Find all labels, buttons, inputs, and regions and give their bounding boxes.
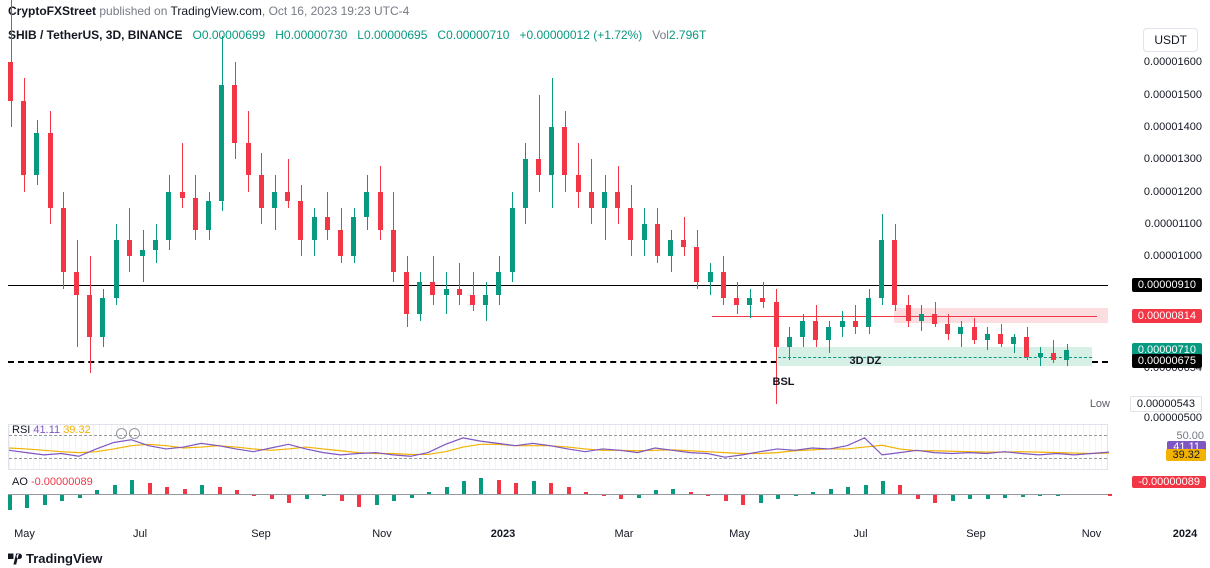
y-tick-label: 0.00001600 (1144, 56, 1202, 68)
price-tag: 0.00000814 (1132, 309, 1202, 323)
x-tick-label: Jul (853, 528, 867, 540)
x-tick-label: May (14, 528, 35, 540)
annotation-dz: 3D DZ (850, 355, 882, 367)
ao-label: AO -0.00000089 (12, 476, 93, 488)
x-tick-label: 2023 (491, 528, 515, 540)
y-tick-label: 0.00001500 (1144, 89, 1202, 101)
y-tick-label: 0.00001000 (1144, 250, 1202, 262)
rsi-label: RSI 41.11 39.32 (12, 424, 91, 436)
price-tag: 0.00000675 (1132, 354, 1202, 368)
x-tick-label: Mar (615, 528, 634, 540)
x-tick-label: Nov (1082, 528, 1102, 540)
pub-pre: published on (96, 4, 171, 18)
x-tick-label: Jul (133, 528, 147, 540)
pub-site: TradingView.com (171, 4, 262, 18)
price-chart[interactable]: 3D DZ BSL (8, 46, 1108, 418)
ao-panel[interactable] (8, 474, 1108, 514)
x-tick-label: Nov (372, 528, 392, 540)
publish-header: CryptoFXStreet published on TradingView.… (8, 4, 409, 18)
low-label: Low (1090, 398, 1110, 410)
tradingview-logo[interactable]: TradingView (8, 551, 102, 566)
pub-date: , Oct 16, 2023 19:23 UTC-4 (262, 4, 409, 18)
change-pct: +0.00000012 (+1.72%) (519, 28, 642, 42)
y-tick-label: 0.00001200 (1144, 186, 1202, 198)
y-tick-label: 0.00000500 (1144, 412, 1202, 424)
chart-legend: SHIB / TetherUS, 3D, BINANCE O0.00000699… (8, 28, 706, 42)
time-axis[interactable]: MayJulSepNov2023MarMayJulSepNov2024 (8, 522, 1108, 540)
price-tag: 0.00000543 (1130, 396, 1202, 412)
publisher: CryptoFXStreet (8, 4, 96, 18)
annotation-bsl: BSL (773, 376, 795, 388)
ao-value-badge: -0.00000089 (1132, 476, 1206, 488)
rsi-badge: 39.32 (1166, 449, 1206, 461)
rsi-panel[interactable] (8, 424, 1108, 470)
x-tick-label: Sep (251, 528, 271, 540)
x-tick-label: May (729, 528, 750, 540)
indicator-settings-icon[interactable] (116, 428, 140, 439)
tv-icon (8, 552, 22, 566)
symbol-name[interactable]: SHIB / TetherUS, 3D, BINANCE (8, 28, 182, 42)
x-tick-label: Sep (966, 528, 986, 540)
y-tick-label: 0.00001100 (1145, 218, 1202, 230)
x-tick-label: 2024 (1173, 528, 1197, 540)
y-tick-label: 0.00001300 (1144, 153, 1202, 165)
price-tag: 0.00000910 (1132, 278, 1202, 292)
y-tick-label: 0.00001400 (1144, 121, 1202, 133)
price-axis[interactable]: 0.00001600 0.00001500 0.00001400 0.00001300… (1112, 46, 1206, 418)
